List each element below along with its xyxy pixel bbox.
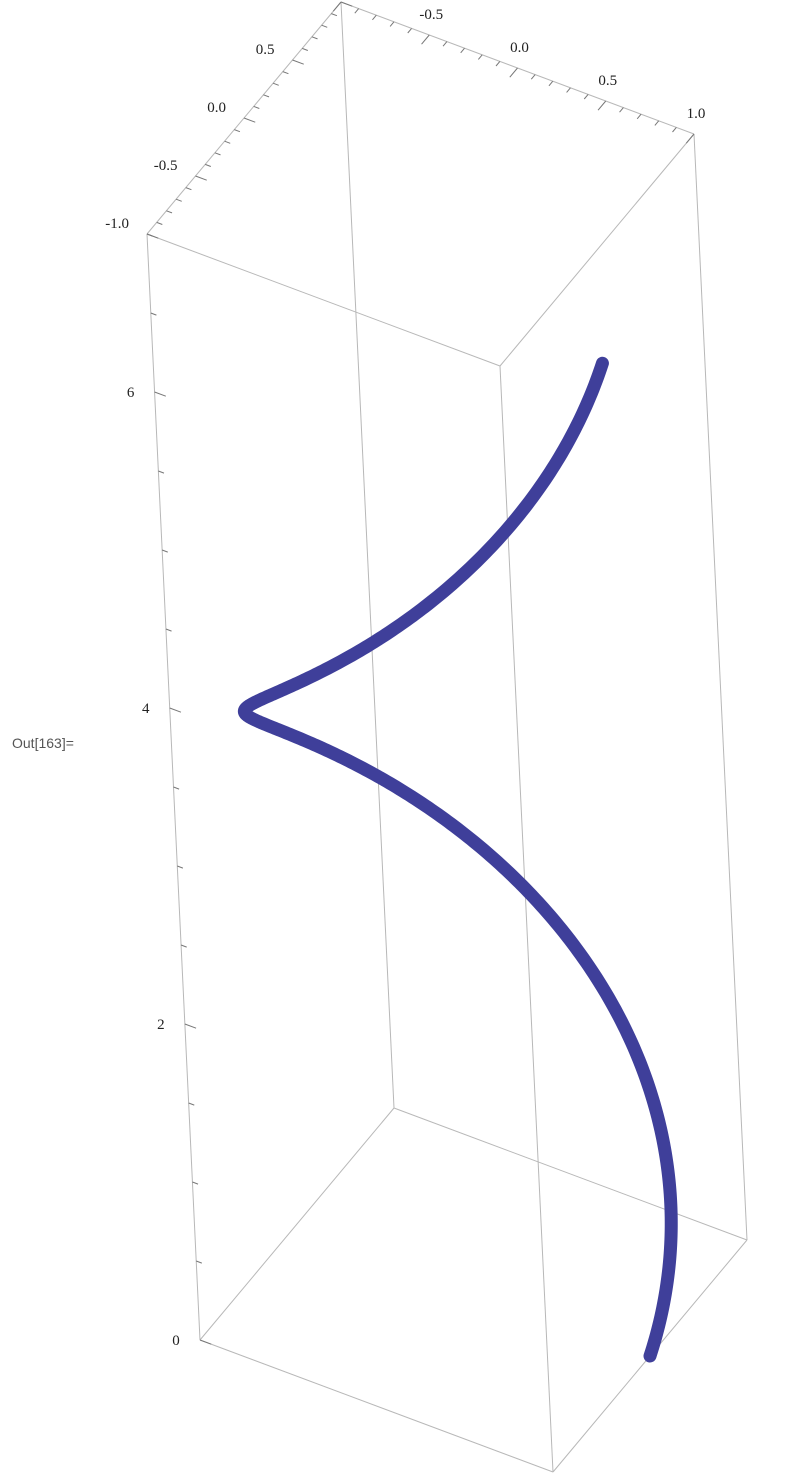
- box-edge: [499, 365, 554, 1473]
- z-tick: [173, 786, 180, 790]
- y-tick: [166, 210, 173, 214]
- y-tick-label: -0.5: [154, 158, 178, 174]
- z-tick: [177, 865, 184, 869]
- output-cell-label: Out[163]=: [12, 735, 74, 751]
- x-tick: [509, 67, 518, 78]
- x-tick: [332, 1, 342, 12]
- z-tick: [184, 1023, 197, 1029]
- x-tick-label: 0.5: [598, 73, 617, 89]
- helix-curve-layer: [237, 356, 678, 1363]
- y-tick: [331, 13, 338, 17]
- x-tick-label: 0.0: [510, 40, 529, 56]
- y-tick: [243, 117, 256, 123]
- y-tick-label: -1.0: [105, 216, 129, 232]
- z-tick: [150, 312, 157, 316]
- y-tick: [175, 198, 182, 202]
- x-tick: [407, 28, 412, 34]
- y-tick: [311, 36, 318, 40]
- x-tick: [672, 127, 677, 133]
- x-tick: [530, 74, 536, 80]
- y-tick: [282, 71, 289, 75]
- y-tick: [214, 152, 221, 156]
- x-tick: [495, 61, 501, 67]
- z-tick: [161, 549, 168, 553]
- y-tick: [253, 105, 260, 109]
- box-edge: [499, 133, 695, 367]
- box-edge: [693, 133, 748, 1241]
- y-tick: [156, 221, 163, 225]
- box-edge: [340, 1, 395, 1109]
- y-tick-label: 0.0: [207, 100, 226, 116]
- x-tick: [372, 14, 377, 21]
- x-tick: [354, 8, 360, 14]
- z-tick-label: 4: [142, 701, 150, 717]
- x-tick: [566, 87, 571, 93]
- y-tick: [292, 59, 304, 65]
- y-tick: [272, 82, 279, 86]
- z-tick: [199, 1339, 212, 1345]
- x-tick: [583, 94, 589, 100]
- x-tick: [421, 34, 430, 45]
- x-tick: [654, 120, 660, 126]
- z-tick: [196, 1260, 203, 1264]
- y-tick: [185, 187, 192, 191]
- z-tick-label: 0: [172, 1333, 180, 1349]
- box-edge: [199, 1339, 554, 1473]
- z-tick: [146, 233, 153, 237]
- y-tick: [224, 140, 231, 144]
- z-tick: [158, 470, 165, 474]
- y-tick: [205, 163, 211, 167]
- x-tick: [685, 133, 695, 144]
- z-tick-label: 6: [127, 385, 135, 401]
- x-tick: [389, 21, 395, 27]
- y-tick: [195, 175, 207, 181]
- box-edge: [199, 1107, 395, 1341]
- helix-curve: [237, 356, 678, 1363]
- z-tick: [188, 1102, 195, 1106]
- z-tick: [165, 628, 172, 632]
- z-tick: [192, 1181, 199, 1185]
- z-tick: [154, 391, 166, 397]
- x-tick-label: -0.5: [419, 7, 443, 23]
- z-tick: [180, 944, 187, 948]
- x-tick: [636, 113, 642, 120]
- z-tick: [169, 707, 182, 713]
- box-edge: [146, 233, 501, 367]
- y-tick: [340, 1, 353, 7]
- box-edge: [393, 1107, 748, 1241]
- y-tick: [263, 94, 270, 98]
- x-tick: [597, 100, 607, 111]
- y-tick: [234, 129, 241, 133]
- x-tick: [460, 47, 465, 54]
- x-tick: [477, 54, 483, 60]
- y-tick-label: 0.5: [256, 42, 275, 58]
- y-tick: [302, 47, 308, 51]
- z-tick-label: 2: [157, 1017, 165, 1033]
- x-tick-label: 1.0: [687, 106, 706, 122]
- x-tick: [548, 80, 554, 87]
- x-tick: [442, 41, 448, 47]
- x-tick: [619, 107, 624, 113]
- bounding-box: [146, 1, 748, 1473]
- y-tick: [321, 24, 328, 28]
- axis-ticks: [146, 1, 695, 1345]
- axis-tick-labels: -1.0-0.50.00.51.0-1.0-0.50.00.51.00246: [105, 7, 706, 1349]
